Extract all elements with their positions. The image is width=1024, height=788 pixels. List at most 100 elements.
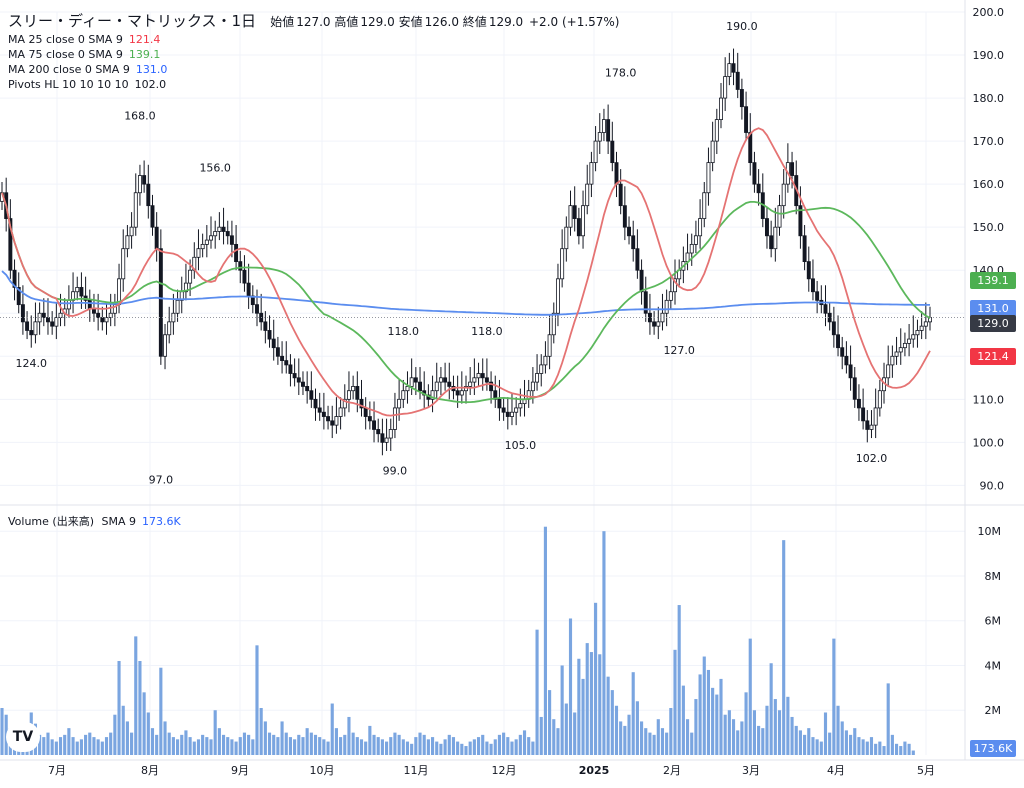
volume-bar (911, 750, 915, 755)
volume-bar (481, 734, 485, 755)
close-value: 129.0 (488, 15, 524, 29)
volume-bar (506, 737, 510, 755)
candle-body (815, 291, 820, 301)
volume-bar (255, 645, 259, 755)
close-label: 終値 (462, 15, 487, 29)
candle-body (146, 183, 151, 207)
pivot-label: 178.0 (605, 67, 637, 80)
volume-bar (234, 741, 238, 755)
candle-body (489, 381, 494, 392)
high-label: 高値 (334, 15, 359, 29)
volume-bar (339, 737, 343, 755)
time-tick-label: 8月 (141, 764, 159, 777)
volume-bar (322, 739, 326, 755)
candle-body (200, 243, 205, 250)
volume-bar (677, 605, 681, 755)
pivot-label: 156.0 (199, 161, 231, 174)
candle-body (275, 347, 280, 357)
candle-body (334, 416, 339, 426)
candle-body (397, 398, 402, 409)
candle-body (188, 269, 193, 284)
candle-body (631, 235, 636, 250)
volume-bar (138, 661, 142, 755)
candle-body (8, 218, 13, 271)
candle-body (217, 226, 222, 232)
candle-body (518, 403, 523, 409)
volume-bar (130, 732, 134, 755)
volume-bar (535, 629, 539, 755)
volume-bar (777, 710, 782, 755)
candle-body (781, 183, 786, 207)
time-tick-label: 4月 (827, 764, 845, 777)
candle-body (752, 162, 757, 185)
legend-pivots[interactable]: Pivots HL 10 10 10 10 102.0 (8, 78, 166, 91)
candle-body (735, 71, 740, 90)
legend-ma25[interactable]: MA 25 close 0 SMA 9 121.4 (8, 33, 160, 46)
candle-body (434, 381, 439, 392)
volume-bar (117, 661, 121, 755)
volume-tick-label: 8M (985, 570, 1002, 583)
moving-averages (1, 127, 931, 417)
volume-bar (456, 741, 460, 755)
symbol-title[interactable]: スリー・ディー・マトリックス・1日 (8, 12, 257, 30)
volume-bar (0, 708, 4, 755)
volume-bar (786, 696, 790, 755)
volume-bar (54, 741, 58, 755)
candle-body (301, 381, 305, 387)
time-tick-label: 11月 (404, 764, 429, 777)
volume-bar (849, 734, 853, 755)
volume-bar (857, 737, 861, 755)
volume-bar (430, 737, 435, 755)
candle-body (622, 205, 627, 228)
candle-body (777, 205, 782, 228)
candle-body (852, 377, 857, 400)
volume-bar (602, 531, 606, 755)
candle-body (643, 291, 648, 314)
volume-bar (736, 730, 740, 755)
candle-body (359, 398, 364, 409)
volume-bar (150, 728, 155, 755)
volume-bar (606, 676, 610, 755)
candle-body (225, 231, 230, 237)
candle-body (46, 317, 50, 323)
candle-body (898, 347, 903, 353)
volume-bar (585, 643, 589, 755)
volume-tick-label: 4M (985, 659, 1002, 672)
legend-ma200[interactable]: MA 200 close 0 SMA 9 131.0 (8, 63, 167, 76)
candle-body (627, 226, 631, 237)
volume-bar (196, 739, 201, 755)
volume-bar (96, 739, 100, 755)
candle-body (213, 231, 218, 237)
tradingview-logo[interactable]: TV (6, 722, 40, 752)
price-tick-label: 180.0 (973, 92, 1005, 105)
time-tick-label: 2025 (579, 764, 610, 777)
candle-body (96, 312, 101, 318)
volume-bar (539, 716, 543, 755)
volume-bar (723, 714, 727, 755)
candle-body (848, 364, 853, 379)
time-tick-label: 10月 (310, 764, 335, 777)
candle-body (267, 330, 272, 340)
volume-bar (656, 719, 660, 755)
candle-body (769, 235, 774, 250)
candle-body (121, 248, 126, 280)
volume-bar (134, 636, 138, 755)
volume-bar (719, 678, 723, 755)
volume-bar (769, 663, 773, 755)
legend-volume[interactable]: Volume (出来高) SMA 9 173.6K (8, 513, 181, 529)
volume-bar (715, 694, 719, 755)
candle-body (87, 299, 92, 310)
legend-ma75[interactable]: MA 75 close 0 SMA 9 139.1 (8, 48, 160, 61)
volume-bar (619, 721, 623, 755)
candle-body (840, 347, 845, 357)
low-value: 126.0 (424, 15, 459, 29)
volume-bar (757, 725, 761, 755)
volume-bar (155, 734, 159, 755)
candle-body (133, 192, 138, 228)
candle-body (367, 416, 372, 422)
candle-body (388, 429, 393, 439)
candle-body (572, 205, 577, 219)
candle-body (723, 76, 728, 99)
volume-bar (460, 743, 464, 755)
